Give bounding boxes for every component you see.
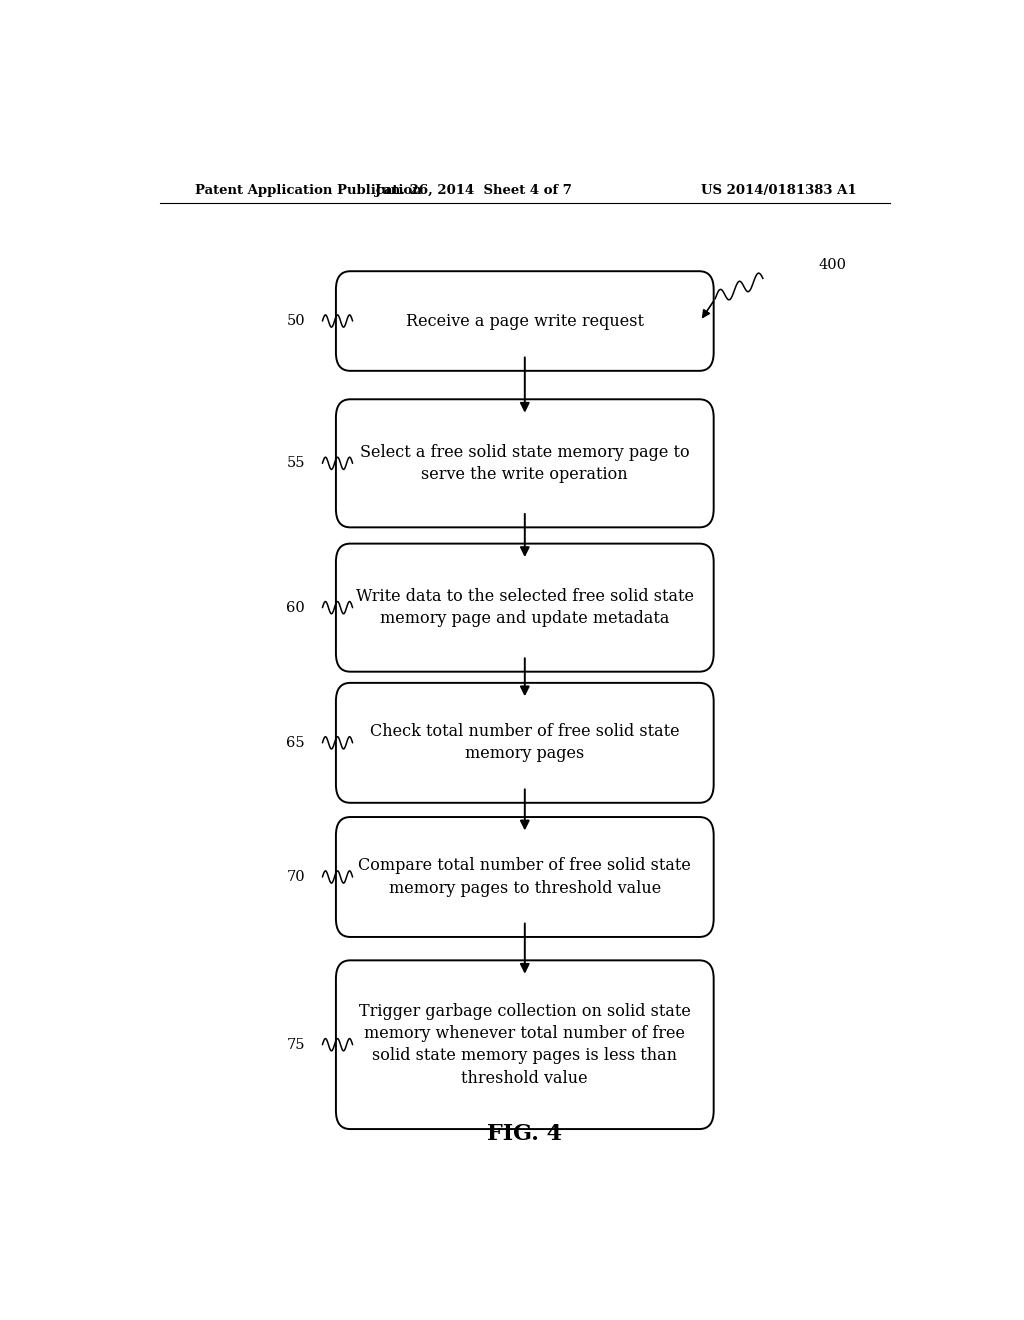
Text: Select a free solid state memory page to
serve the write operation: Select a free solid state memory page to… bbox=[360, 444, 689, 483]
FancyBboxPatch shape bbox=[336, 271, 714, 371]
Text: 65: 65 bbox=[287, 735, 305, 750]
Text: 55: 55 bbox=[287, 457, 305, 470]
Text: Patent Application Publication: Patent Application Publication bbox=[196, 185, 422, 198]
Text: Check total number of free solid state
memory pages: Check total number of free solid state m… bbox=[370, 723, 680, 763]
Text: 70: 70 bbox=[287, 870, 305, 884]
Text: 50: 50 bbox=[287, 314, 305, 329]
Text: 400: 400 bbox=[818, 259, 847, 272]
FancyBboxPatch shape bbox=[336, 399, 714, 528]
FancyBboxPatch shape bbox=[336, 682, 714, 803]
FancyBboxPatch shape bbox=[336, 544, 714, 672]
Text: Write data to the selected free solid state
memory page and update metadata: Write data to the selected free solid st… bbox=[355, 587, 694, 627]
Text: US 2014/0181383 A1: US 2014/0181383 A1 bbox=[701, 185, 856, 198]
Text: 60: 60 bbox=[287, 601, 305, 615]
Text: Jun. 26, 2014  Sheet 4 of 7: Jun. 26, 2014 Sheet 4 of 7 bbox=[375, 185, 571, 198]
Text: Compare total number of free solid state
memory pages to threshold value: Compare total number of free solid state… bbox=[358, 858, 691, 896]
Text: Trigger garbage collection on solid state
memory whenever total number of free
s: Trigger garbage collection on solid stat… bbox=[358, 1003, 691, 1086]
FancyBboxPatch shape bbox=[336, 961, 714, 1129]
Text: Receive a page write request: Receive a page write request bbox=[406, 313, 644, 330]
Text: 75: 75 bbox=[287, 1038, 305, 1052]
Text: FIG. 4: FIG. 4 bbox=[487, 1123, 562, 1146]
FancyBboxPatch shape bbox=[336, 817, 714, 937]
